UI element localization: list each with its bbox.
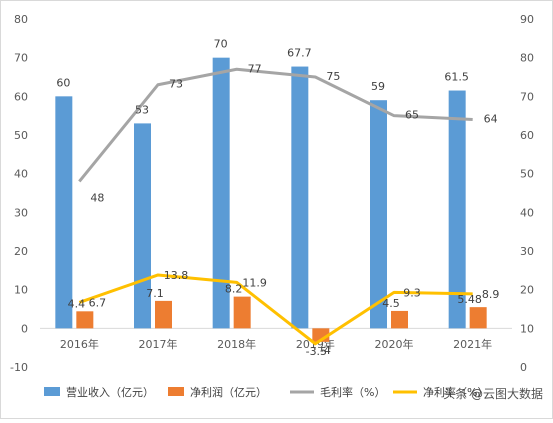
label-gross-margin: 73 xyxy=(169,78,183,91)
bar-net-profit xyxy=(76,311,94,329)
label-revenue: 53 xyxy=(135,103,149,116)
label-net-margin: 11.9 xyxy=(242,276,267,289)
y-left-tick-label: 50 xyxy=(14,129,28,142)
x-tick-label: 2017年 xyxy=(139,337,178,351)
y-left-tick-label: 40 xyxy=(14,168,28,181)
axes: -10 0 10 20 30 40 50 60 70 80 0 10 20 30 40 50 60 70 80 90 2… xyxy=(10,13,534,374)
label-net-margin: 6.7 xyxy=(89,296,107,309)
y-left-tick-label: 60 xyxy=(14,90,28,103)
legend-gross-margin-label: 毛利率（%） xyxy=(320,385,385,399)
label-gross-margin: 48 xyxy=(90,191,104,204)
y-left-tick-label: 20 xyxy=(14,245,28,258)
y-left-tick-label: 80 xyxy=(14,13,28,26)
line-net-margin xyxy=(78,273,473,346)
legend-revenue-label: 营业收入（亿元） xyxy=(66,385,154,399)
bars xyxy=(55,57,487,342)
y-left-tick-label: 30 xyxy=(14,206,28,219)
lines xyxy=(78,67,473,346)
label-net-profit: 7.1 xyxy=(146,287,164,300)
label-net-profit: 8.2 xyxy=(225,283,243,296)
y-right-tick-label: 90 xyxy=(520,13,534,26)
y-right-tick-label: 60 xyxy=(520,129,534,142)
label-gross-margin: 77 xyxy=(248,62,262,75)
legend-revenue-swatch xyxy=(44,387,60,396)
line-gross-margin xyxy=(78,67,473,183)
y-right-tick-label: 50 xyxy=(520,168,534,181)
y-left-tick-label: 0 xyxy=(21,322,28,335)
label-net-margin: 13.8 xyxy=(164,269,189,282)
bar-revenue xyxy=(448,90,466,329)
label-revenue: 59 xyxy=(371,80,385,93)
x-tick-label: 2020年 xyxy=(375,337,414,351)
label-net-profit: 5.48 xyxy=(457,293,482,306)
bar-net-profit xyxy=(469,307,487,329)
y-right-tick-label: 10 xyxy=(520,322,534,335)
label-net-margin: 8.9 xyxy=(482,288,500,301)
bar-net-profit xyxy=(391,310,408,329)
label-gross-margin: 64 xyxy=(484,113,498,126)
label-gross-margin: 65 xyxy=(405,109,419,122)
y-right-tick-label: 30 xyxy=(520,245,534,258)
bar-revenue xyxy=(55,96,73,329)
label-net-profit: 4.5 xyxy=(382,297,400,310)
label-revenue: 67.7 xyxy=(287,47,312,60)
label-revenue: 70 xyxy=(214,38,228,51)
label-revenue: 61.5 xyxy=(444,71,469,84)
y-left-tick-label: 10 xyxy=(14,284,28,297)
bar-revenue xyxy=(370,100,387,329)
legend-net-margin-label: 净利率（%） xyxy=(423,385,488,399)
y-right-tick-label: 80 xyxy=(520,52,534,65)
bar-revenue xyxy=(212,57,230,329)
y-right-tick-label: 20 xyxy=(520,284,534,297)
legend-net-profit-swatch xyxy=(168,387,184,396)
x-tick-label: 2016年 xyxy=(60,337,99,351)
y-left-tick-label: 70 xyxy=(14,52,28,65)
bar-revenue xyxy=(134,123,151,329)
label-gross-margin: 75 xyxy=(326,70,340,83)
label-net-profit: -3.5 xyxy=(306,345,327,358)
legend-net-profit-label: 净利润（亿元） xyxy=(190,385,267,399)
label-net-margin: 9.3 xyxy=(403,286,421,299)
bar-net-profit xyxy=(155,300,172,329)
bar-net-profit xyxy=(233,296,251,329)
label-net-profit: 4.4 xyxy=(68,297,86,310)
x-tick-label: 2018年 xyxy=(217,337,256,351)
x-tick-label: 2021年 xyxy=(453,337,492,351)
label-revenue: 60 xyxy=(56,76,70,89)
y-right-tick-label: 0 xyxy=(520,361,527,374)
watermark-text: 头条 @云图大数据 xyxy=(443,386,543,401)
y-right-tick-label: 70 xyxy=(520,90,534,103)
bar-revenue xyxy=(291,66,309,329)
label-net-margin: -4 xyxy=(320,344,331,357)
legend: 营业收入（亿元） 净利润（亿元） 毛利率（%） 净利率（%） xyxy=(44,385,488,399)
y-right-tick-label: 40 xyxy=(520,206,534,219)
y-left-tick-label: -10 xyxy=(10,361,28,374)
data-labels: 60 53 70 67.7 59 61.5 4.4 7.1 8.2 -3.5 4.5 5.48 48 73… xyxy=(56,38,499,358)
